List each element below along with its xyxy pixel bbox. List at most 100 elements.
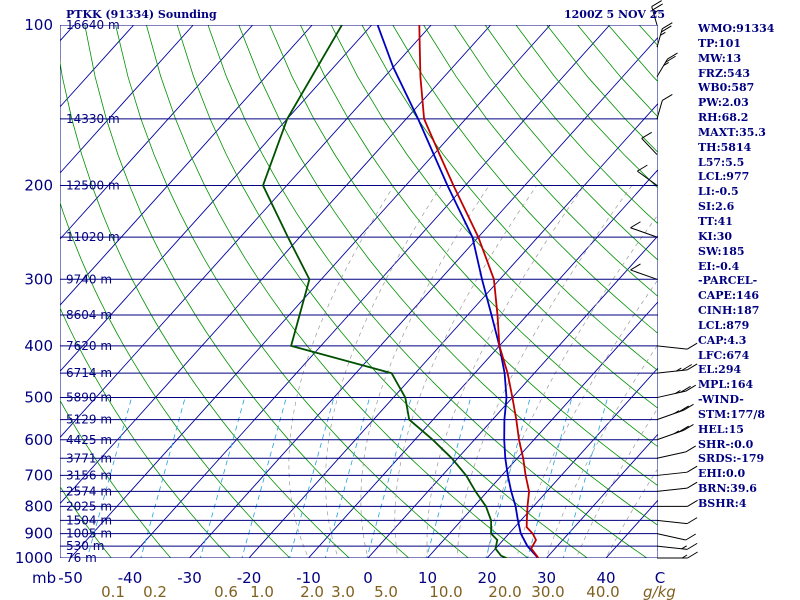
wind-barb-flag xyxy=(630,263,641,271)
isotherm-line xyxy=(60,25,194,174)
index-line: FRZ:543 xyxy=(698,66,751,80)
temperature-tick-label: -10 xyxy=(296,569,321,587)
wind-barb xyxy=(637,164,658,186)
sounding-traces xyxy=(262,25,540,558)
height-label: 11020 m xyxy=(66,230,120,244)
wind-barb-flag xyxy=(686,481,698,489)
stability-indices-panel: WMO:91334 TP:101 MW:13 FRZ:543 WB0:587 PW:2.0… xyxy=(698,22,798,512)
pressure-tick-label: 200 xyxy=(24,176,53,194)
index-line: WB0:587 xyxy=(698,81,755,95)
wind-barb xyxy=(656,22,673,48)
mixing-ratio-line xyxy=(562,397,608,558)
mixing-ratio-line xyxy=(324,397,370,558)
pressure-tick-label: 100 xyxy=(24,16,53,34)
temperature-tick-label: 40 xyxy=(596,569,615,587)
wind-barb-staff xyxy=(656,345,688,350)
pressure-tick-label: 300 xyxy=(24,270,53,288)
wind-barb-flag xyxy=(680,385,691,393)
index-line: LFC:674 xyxy=(698,348,750,362)
index-line: L57:5.5 xyxy=(698,155,745,169)
isotherm-line xyxy=(60,25,432,439)
height-label: 530 m xyxy=(66,539,104,553)
height-label: 5129 m xyxy=(66,413,112,427)
mixing-ratio-unit-label: g/kg xyxy=(643,583,676,600)
wind-barb-half-flag xyxy=(675,390,681,394)
moist-adiabat-line xyxy=(288,185,395,558)
isotherm-line xyxy=(188,36,658,558)
wind-barb-flag xyxy=(687,499,698,507)
temperature-tick-label: -30 xyxy=(177,569,202,587)
wind-barb-staff xyxy=(630,227,658,238)
temperature-tick-label: -50 xyxy=(58,569,83,587)
wind-barb xyxy=(651,0,663,26)
wind-barb-half-flag xyxy=(681,545,687,550)
station-title: PTKK (91334) Sounding xyxy=(66,8,217,21)
dry-adiabat-line xyxy=(176,25,588,558)
index-line: EL:294 xyxy=(698,363,742,377)
pressure-tick-label: 500 xyxy=(24,389,53,407)
mixing-ratio-tick-label: 20.0 xyxy=(488,583,521,600)
mixing-ratio-tick-label: 40.0 xyxy=(586,583,619,600)
wind-barb-flag xyxy=(662,22,673,30)
isotherm-line xyxy=(60,25,75,42)
isotherm-line xyxy=(60,25,254,240)
moist-adiabat-line xyxy=(516,278,658,558)
mixing-ratio-tick-label: 3.0 xyxy=(331,583,355,600)
index-line: EI:-0.4 xyxy=(698,259,740,273)
index-line: CAPE:146 xyxy=(698,289,759,303)
mixing-ratio-tick-label: 5.0 xyxy=(374,583,398,600)
mixing-ratio-line xyxy=(366,397,412,558)
mixing-ratio-tick-label: 1.0 xyxy=(250,583,274,600)
dry-adiabat-line xyxy=(361,25,658,372)
index-line: SHR-:0.0 xyxy=(698,437,754,451)
index-line: PW:2.03 xyxy=(698,96,749,110)
index-line: -PARCEL- xyxy=(698,274,758,288)
pressure-tick-label: 700 xyxy=(24,466,53,484)
wind-barb xyxy=(656,423,694,441)
wind-barb xyxy=(656,384,697,399)
wind-barb-flag xyxy=(637,164,648,172)
temperature-tick-label: -40 xyxy=(118,569,143,587)
mixing-ratio-line xyxy=(86,397,132,558)
wind-barb xyxy=(656,403,694,421)
wind-barb-flag xyxy=(683,423,694,431)
height-label: 3771 m xyxy=(66,451,112,465)
index-line: BRN:39.6 xyxy=(698,482,757,496)
dewpoint-trace xyxy=(262,25,509,558)
index-line: CINH:187 xyxy=(698,304,760,318)
dry-adiabat-line xyxy=(115,25,469,558)
dry-adiabat-line xyxy=(84,25,410,558)
isotherm-line xyxy=(486,367,658,558)
wind-barb-flag xyxy=(641,131,652,139)
wind-barb-flag xyxy=(685,445,697,453)
dry-adiabat-line xyxy=(330,25,658,409)
wind-barb xyxy=(656,363,698,374)
mixing-ratio-tick-label: 0.1 xyxy=(101,583,125,600)
wind-barb xyxy=(641,131,658,155)
height-label: 3156 m xyxy=(66,468,112,482)
pressure-tick-label: 800 xyxy=(24,497,53,515)
mixing-ratio-line xyxy=(289,397,335,558)
dry-adiabat-line xyxy=(392,25,658,334)
wind-barb-half-flag xyxy=(653,9,659,14)
dry-adiabat-line xyxy=(146,25,529,558)
wind-barb xyxy=(656,517,698,525)
wind-barb-flag xyxy=(686,363,698,371)
index-line: MPL:164 xyxy=(698,378,754,392)
mixing-ratio-tick-label: 2.0 xyxy=(300,583,324,600)
wind-barb-flag xyxy=(652,3,663,11)
index-line: STM:177/8 xyxy=(698,407,765,421)
dry-adiabat-line xyxy=(60,485,112,558)
wind-barb xyxy=(630,263,658,280)
height-label: 7620 m xyxy=(66,339,112,353)
pressure-tick-label: 900 xyxy=(24,525,53,543)
index-line: TH:5814 xyxy=(698,140,752,154)
wind-barb-flag xyxy=(661,25,672,33)
pressure-tick-label: 600 xyxy=(24,431,53,449)
wind-barb-flag xyxy=(667,52,678,60)
wind-barb xyxy=(656,465,698,476)
dry-adiabat-line xyxy=(269,25,658,487)
sounding-time: 1200Z 5 NOV 25 xyxy=(564,8,666,21)
temperature-trace xyxy=(418,25,540,558)
pressure-tick-label: 400 xyxy=(24,337,53,355)
